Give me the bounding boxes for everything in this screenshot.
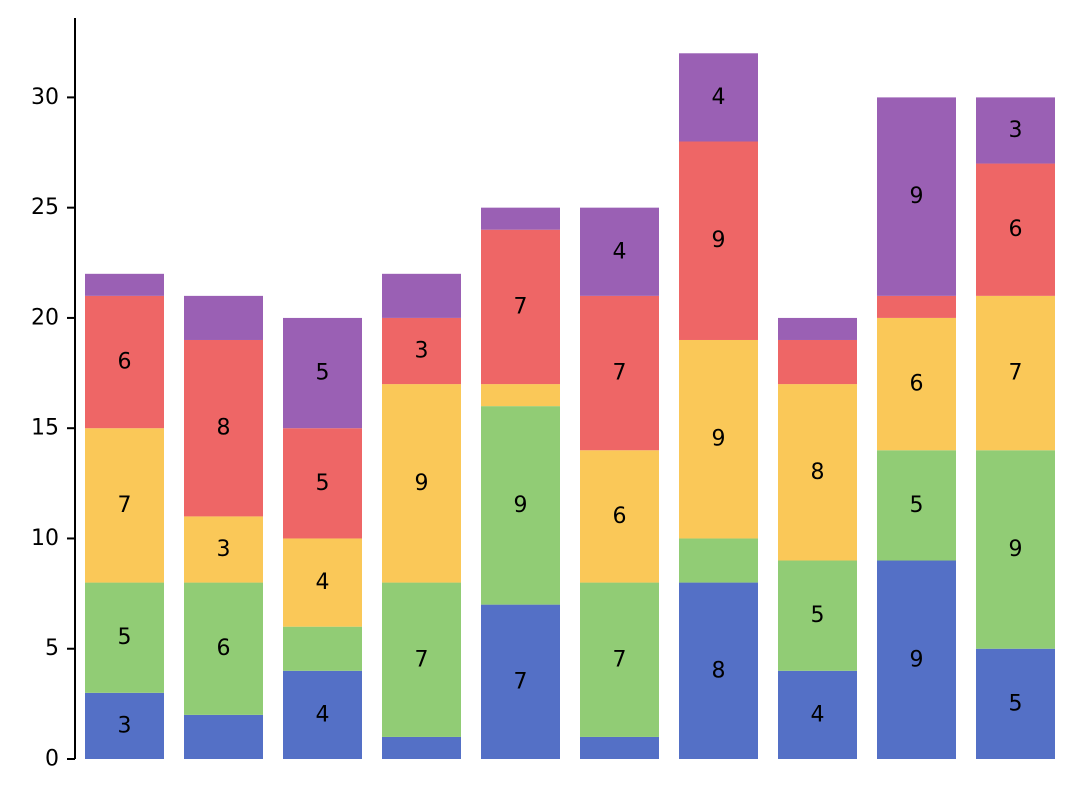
bar-segment <box>580 450 659 583</box>
bar-segment <box>184 714 263 759</box>
bar-value-label: 9 <box>415 471 429 496</box>
bar-value-label: 9 <box>1009 537 1023 562</box>
bar-value-label: 3 <box>118 713 132 738</box>
bar-value-label: 4 <box>712 85 726 110</box>
bar-segment <box>877 97 956 296</box>
bar-segment <box>382 736 461 759</box>
bar-value-label: 7 <box>118 493 132 518</box>
bar-value-label: 7 <box>415 647 429 672</box>
bar-value-label: 5 <box>811 603 825 628</box>
bar-segment <box>382 582 461 737</box>
bar-segment <box>580 207 659 296</box>
bar-segment <box>679 141 758 340</box>
bar-segment <box>481 384 560 407</box>
bar-segment <box>877 317 956 451</box>
bar-segment <box>778 339 857 385</box>
bar-segment <box>283 626 362 671</box>
y-tick-label: 10 <box>31 526 59 551</box>
y-axis-ticks: 0 5 10 15 20 25 30 <box>31 85 75 772</box>
bar-value-label: 6 <box>118 350 132 375</box>
bar-segment <box>283 317 362 429</box>
data-labels-group: 3 5 7 6 6 3 8 4 4 5 5 7 9 3 7 9 7 7 6 7 4 8 9 9 4 4 5 8 9 5 6 9 5 9 7 6 3 <box>118 85 1023 739</box>
bar-segment <box>877 295 956 318</box>
bar-value-label: 6 <box>217 636 231 661</box>
bar-value-label: 4 <box>811 702 825 727</box>
bar-value-label: 6 <box>910 372 924 397</box>
bar-value-label: 7 <box>613 647 627 672</box>
bar-value-label: 4 <box>613 239 627 264</box>
y-tick-label: 20 <box>31 305 59 330</box>
bar-segment <box>580 582 659 737</box>
y-tick-label: 5 <box>45 636 59 661</box>
bar-segment <box>382 273 461 318</box>
bars-group <box>85 53 1055 759</box>
bar-segment <box>184 295 263 340</box>
bar-segment <box>481 229 560 385</box>
bar-segment <box>481 207 560 230</box>
bar-segment <box>85 692 164 759</box>
bar-value-label: 4 <box>316 570 330 595</box>
bar-segment <box>679 538 758 583</box>
bar-value-label: 8 <box>811 460 825 485</box>
bar-value-label: 9 <box>712 228 726 253</box>
bar-value-label: 5 <box>1009 691 1023 716</box>
bar-segment <box>679 582 758 759</box>
bar-segment <box>580 736 659 759</box>
bar-value-label: 3 <box>1009 118 1023 143</box>
bar-segment <box>778 670 857 759</box>
y-tick-label: 25 <box>31 195 59 220</box>
bar-segment <box>382 317 461 385</box>
bar-value-label: 9 <box>910 184 924 209</box>
bar-value-label: 3 <box>415 339 429 364</box>
bar-segment <box>679 53 758 142</box>
bar-segment <box>976 295 1055 451</box>
bar-segment <box>976 163 1055 296</box>
bar-value-label: 7 <box>514 294 528 319</box>
bar-segment <box>976 450 1055 649</box>
bar-value-label: 8 <box>712 658 726 683</box>
y-tick-label: 30 <box>31 85 59 110</box>
bar-segment <box>877 450 956 561</box>
bar-value-label: 7 <box>613 361 627 386</box>
bar-value-label: 6 <box>613 504 627 529</box>
y-axis: 0 5 10 15 20 25 30 <box>31 18 76 772</box>
bar-segment <box>778 384 857 561</box>
bar-segment <box>184 516 263 583</box>
bar-segment <box>184 339 263 517</box>
y-tick-label: 0 <box>45 747 59 772</box>
bar-value-label: 5 <box>316 361 330 386</box>
bar-value-label: 6 <box>1009 217 1023 242</box>
bar-segment <box>481 406 560 605</box>
bar-segment <box>679 339 758 539</box>
bar-value-label: 7 <box>1009 361 1023 386</box>
bar-segment <box>85 295 164 429</box>
bar-segment <box>382 384 461 583</box>
bar-segment <box>778 317 857 340</box>
y-tick-label: 15 <box>31 416 59 441</box>
bar-segment <box>580 295 659 451</box>
bar-value-label: 8 <box>217 416 231 441</box>
bar-segment <box>976 97 1055 164</box>
bar-segment <box>85 273 164 296</box>
bar-value-label: 5 <box>118 625 132 650</box>
bar-segment <box>976 648 1055 759</box>
bar-segment <box>85 582 164 693</box>
bar-value-label: 3 <box>217 537 231 562</box>
bar-value-label: 9 <box>712 427 726 452</box>
bar-segment <box>877 560 956 759</box>
bar-value-label: 5 <box>316 471 330 496</box>
bar-segment <box>283 538 362 627</box>
bar-value-label: 9 <box>514 493 528 518</box>
bar-segment <box>481 604 560 759</box>
bar-value-label: 9 <box>910 647 924 672</box>
bar-value-label: 4 <box>316 702 330 727</box>
bar-value-label: 5 <box>910 493 924 518</box>
bar-value-label: 7 <box>514 669 528 694</box>
bar-segment <box>283 428 362 539</box>
bar-segment <box>85 428 164 583</box>
bar-segment <box>778 560 857 671</box>
bar-segment <box>283 670 362 759</box>
bar-segment <box>184 582 263 715</box>
